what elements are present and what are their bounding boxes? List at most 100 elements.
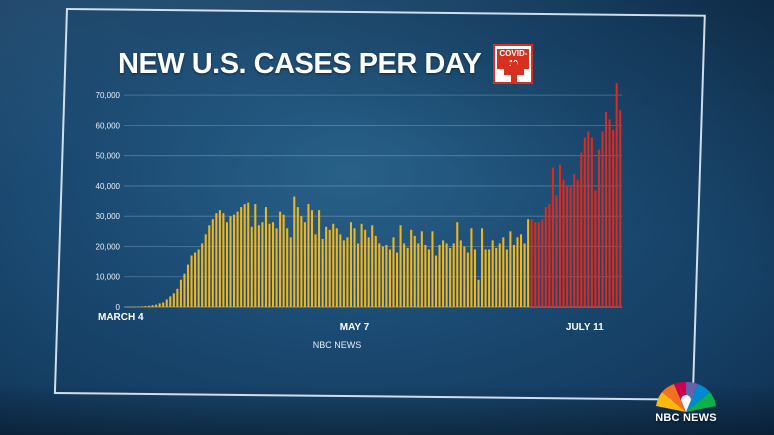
bar: [583, 137, 586, 307]
bar: [300, 216, 303, 307]
bar: [488, 249, 491, 307]
bar: [353, 228, 356, 307]
bar: [155, 304, 158, 307]
bar: [597, 149, 600, 307]
bar: [321, 238, 324, 307]
bar: [158, 303, 161, 307]
bar: [424, 244, 427, 307]
bar: [349, 222, 352, 307]
bar: [257, 225, 260, 307]
bar: [367, 237, 370, 307]
bar: [126, 306, 129, 308]
bar: [314, 234, 317, 307]
bar: [594, 190, 597, 307]
x-axis-label: JULY 11: [566, 322, 604, 333]
y-tick-label: 70,000: [96, 91, 121, 100]
bar: [179, 279, 182, 307]
bar: [325, 226, 328, 307]
bar: [357, 243, 360, 307]
bar: [176, 288, 179, 307]
bar: [438, 244, 441, 307]
bar: [619, 110, 622, 308]
bar: [151, 305, 154, 307]
stage-floor: [0, 388, 774, 435]
bar: [420, 231, 423, 307]
chart-title: NEW U.S. CASES PER DAY: [118, 47, 482, 80]
nbc-news-logo-text: NBC NEWS: [655, 412, 717, 424]
title-row: NEW U.S. CASES PER DAY COVID-19: [118, 44, 534, 84]
bar: [222, 213, 225, 307]
bar: [339, 234, 342, 307]
bar: [431, 231, 434, 307]
bar: [590, 137, 593, 307]
x-axis-labels: MARCH 4 MAY 7 JULY 11: [98, 312, 604, 333]
bar: [194, 252, 197, 307]
bar: [463, 246, 466, 307]
bar: [466, 252, 469, 307]
bar: [601, 131, 604, 307]
bar: [240, 207, 243, 307]
bar: [364, 229, 367, 307]
bar: [452, 243, 455, 307]
bar: [385, 244, 388, 307]
bar: [562, 179, 565, 307]
bar: [558, 164, 562, 307]
bar: [190, 255, 193, 307]
bar: [279, 211, 282, 307]
bar: [406, 247, 409, 307]
bar: [215, 213, 218, 307]
bar: [573, 173, 576, 307]
y-axis-tick-labels: 0 10,000 20,000 30,000 40,000 50,000 60,000 70,…: [96, 91, 121, 312]
bar: [332, 223, 335, 307]
bar: [396, 252, 399, 307]
bar: [495, 247, 498, 307]
bar: [140, 306, 143, 307]
bar: [172, 293, 175, 307]
bar: [272, 222, 275, 307]
covid-badge: COVID-19: [493, 44, 534, 84]
bar: [413, 235, 416, 307]
bar: [470, 228, 473, 307]
bar: [498, 243, 501, 307]
bar: [310, 210, 314, 307]
bar: [335, 228, 338, 307]
bar: [544, 207, 547, 307]
bar: [427, 249, 430, 307]
nbc-peacock-icon: [656, 381, 716, 412]
bar: [229, 216, 232, 307]
bar: [473, 249, 476, 307]
bar: [162, 302, 165, 307]
bar: [328, 229, 331, 307]
bar: [555, 195, 558, 307]
bar: [403, 243, 406, 307]
bar: [371, 225, 374, 307]
bar: [505, 249, 508, 307]
bar: [399, 225, 402, 307]
bar: [225, 222, 228, 307]
bar: [580, 152, 583, 307]
source-label: NBC NEWS: [313, 340, 362, 350]
bar: [587, 131, 590, 307]
bar: [169, 296, 172, 307]
y-tick-label: 20,000: [96, 242, 121, 251]
bar: [208, 225, 211, 307]
bar: [250, 226, 253, 307]
bar: [491, 240, 494, 307]
bar: [484, 249, 487, 307]
y-tick-label: 10,000: [96, 273, 121, 282]
bar: [569, 185, 572, 307]
bar: [318, 210, 321, 307]
bar: [605, 111, 608, 307]
bar: [410, 229, 413, 307]
bar: [388, 249, 391, 307]
bar: [186, 264, 190, 307]
bar: [551, 167, 554, 307]
bar: [537, 222, 540, 307]
bar: [133, 306, 136, 308]
cross-icon: [504, 62, 525, 82]
bar: [612, 129, 615, 307]
bar: [264, 207, 267, 307]
bar: [183, 273, 186, 307]
bar: [530, 219, 533, 307]
bar: [296, 207, 299, 307]
